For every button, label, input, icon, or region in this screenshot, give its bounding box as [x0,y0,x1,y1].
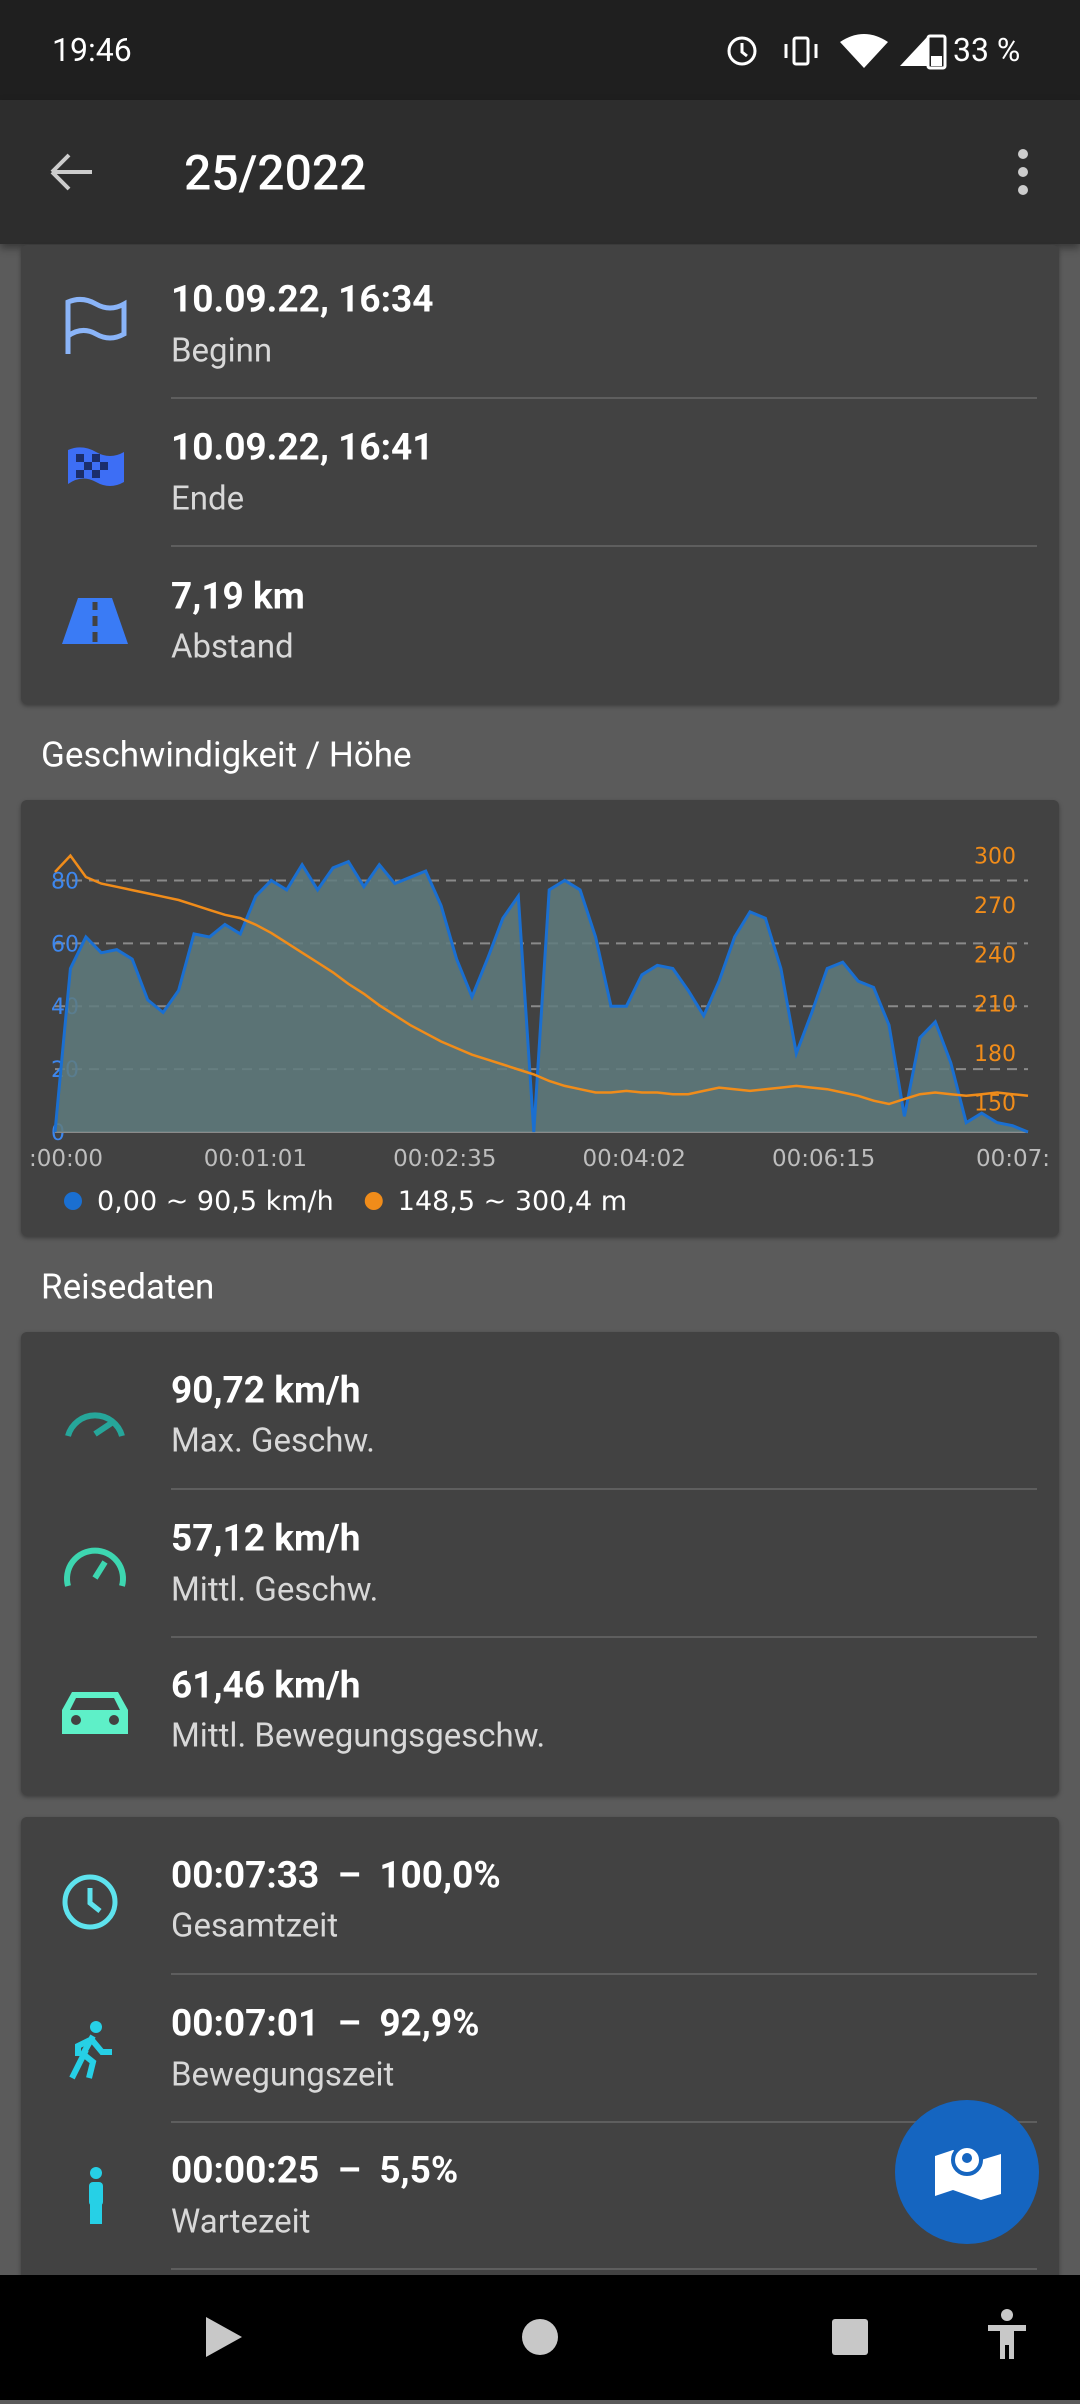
nav-home[interactable] [522,2319,558,2355]
clock-icon [62,1874,118,1930]
wait-icon [89,2167,103,2224]
nav-icons [206,2309,1026,2359]
title: 25/2022 [184,144,367,202]
nav-recents[interactable] [832,2319,868,2355]
app-bar: 25/2022 [0,100,1080,244]
label: Bewegungszeit [171,2055,395,2095]
y2-tick-label: 240 [974,943,1016,968]
divider [171,545,1037,547]
speed-card [21,1332,1059,1795]
chart: 020406080150180210240270300:00:0000:01:0… [29,845,1050,1217]
divider [171,397,1037,399]
label: Beginn [171,331,273,371]
altitude-line [54,853,1029,1106]
status-icons [727,34,928,68]
x-tick-label: 00:01:01 [204,1146,307,1172]
label: Wartezeit [171,2202,311,2242]
value: 90,72 km/h [171,1369,361,1413]
navigation-bar [0,2275,1080,2400]
value: 7,19 km [171,575,305,619]
divider [171,2268,1037,2270]
legend-marker [364,1192,383,1210]
menu-button[interactable] [1012,148,1034,198]
nav-accessibility[interactable] [988,2309,1026,2359]
section-heading: Reisedaten [41,1266,215,1308]
value: 10.09.22, 16:41 [171,426,434,470]
y2-tick-label: 270 [974,894,1016,919]
value: 10.09.22, 16:34 [171,278,434,322]
x-tick-label: :00:00 [29,1146,103,1172]
speed-line [53,859,1029,1134]
value: 00:07:33 – 100,0% [171,1854,501,1898]
legend-label: 0,00 ~ 90,5 km/h [97,1186,334,1217]
value: 57,12 km/h [171,1517,361,1561]
value: 00:07:01 – 92,9% [171,2002,480,2046]
y2-tick-label: 180 [974,1042,1016,1067]
battery-icon [926,34,947,70]
divider [171,1488,1037,1490]
value: 00:00:25 – 5,5% [171,2149,459,2193]
status-bar: 19:46 33 % [0,0,1080,100]
clock: 19:46 [52,31,132,69]
map-button[interactable] [893,2098,1043,2248]
battery-level: 33 % [953,31,1021,69]
legend-label: 148,5 ~ 300,4 m [398,1186,627,1217]
y2-tick-label: 210 [974,993,1016,1018]
y-tick-label: 80 [51,869,79,894]
label: Abstand [171,627,294,667]
label: Max. Geschw. [171,1421,375,1461]
speed-area [55,861,1028,1132]
divider [171,1636,1037,1638]
x-tick-label: 00:06:15 [772,1146,875,1172]
y-tick-label: 60 [51,932,79,957]
finish-icon [68,447,124,502]
legend-marker [64,1192,82,1210]
x-tick-label: 00:07: [976,1146,1050,1172]
divider [171,2121,1037,2123]
section-heading: Geschwindigkeit / Höhe [41,734,412,776]
value: 61,46 km/h [171,1664,361,1708]
y2-tick-label: 300 [974,845,1016,870]
back-button[interactable] [48,152,96,192]
distance-icon [62,598,128,644]
x-tick-label: 00:04:02 [583,1146,686,1172]
label: Mittl. Bewegungsgeschw. [171,1716,546,1756]
label: Mittl. Geschw. [171,1570,379,1610]
divider [171,1973,1037,1975]
car-icon [62,1692,128,1734]
label: Ende [171,479,245,519]
summary-card [21,245,1059,704]
x-tick-label: 00:02:35 [393,1146,496,1172]
chart-card: 020406080150180210240270300:00:0000:01:0… [21,800,1059,1236]
max-speed-icon [65,1412,125,1437]
time-card [21,1817,1059,2317]
walk-icon [69,2021,112,2080]
avg-speed-icon [64,1547,126,1587]
label: Gesamtzeit [171,1906,339,1946]
start-icon [65,296,127,354]
nav-back[interactable] [206,2317,242,2357]
